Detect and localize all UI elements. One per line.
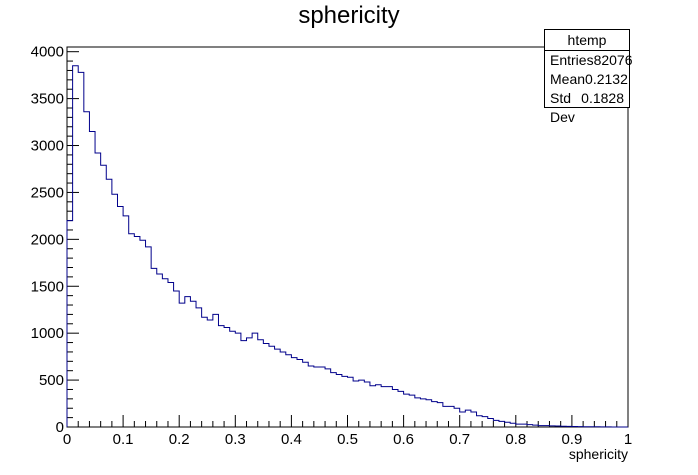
y-axis: 0 500 1000 1500 2000 2500 3000 3500 4000 (31, 44, 79, 436)
histogram-line (66, 65, 628, 428)
y-tick-label: 3000 (31, 138, 64, 155)
stats-value: 82076 (593, 52, 633, 68)
stats-box: htemp Entries 82076 Mean 0.2132 Std Dev … (544, 29, 633, 125)
stats-label: Mean (550, 71, 586, 87)
stats-label: Entries (550, 52, 594, 68)
stats-value: 0.1828 (581, 90, 624, 106)
stats-label: Std Dev (550, 90, 575, 125)
x-tick-label: 0.1 (113, 431, 134, 448)
stats-value: 0.2132 (585, 71, 628, 87)
x-tick-label: 1 (624, 431, 632, 448)
y-tick-label: 1000 (31, 325, 64, 342)
x-tick-label: 0.9 (561, 431, 582, 448)
x-tick-label: 0.7 (449, 431, 470, 448)
y-tick-label: 0 (56, 419, 64, 436)
stats-row-entries: Entries 82076 (545, 51, 633, 70)
y-tick-label: 1500 (31, 278, 64, 295)
x-axis-label: sphericity (569, 446, 628, 462)
y-tick-label: 500 (39, 372, 64, 389)
x-tick-label: 0.4 (281, 431, 302, 448)
y-tick-label: 2000 (31, 231, 64, 248)
stats-row-stddev: Std Dev 0.1828 (545, 89, 629, 125)
x-tick-label: 0.5 (337, 431, 358, 448)
chart-title: sphericity (298, 2, 400, 29)
y-tick-label: 2500 (31, 184, 64, 201)
x-tick-label: 0.6 (393, 431, 414, 448)
x-tick-label: 0.3 (225, 431, 246, 448)
stats-box-title: htemp (545, 30, 629, 51)
x-tick-label: 0.2 (169, 431, 190, 448)
x-axis: 0 0.1 0.2 0.3 0.4 0.5 0.6 0.7 0.8 0.9 1 (63, 415, 632, 448)
x-tick-label: 0.8 (505, 431, 526, 448)
y-tick-label: 4000 (31, 44, 64, 61)
stats-row-mean: Mean 0.2132 (545, 70, 629, 89)
y-tick-label: 3500 (31, 91, 64, 108)
x-tick-label: 0 (63, 431, 71, 448)
